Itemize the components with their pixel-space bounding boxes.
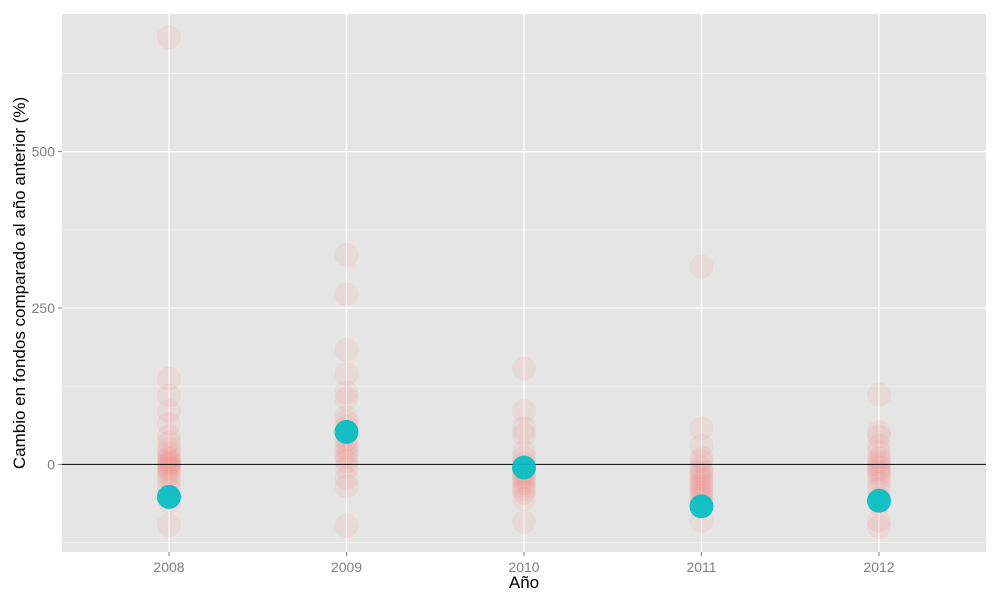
data-point (867, 514, 891, 539)
x-axis-title: Año (509, 573, 539, 592)
data-point (867, 455, 891, 480)
data-point (157, 25, 181, 50)
data-point (334, 380, 359, 405)
data-point (689, 416, 714, 441)
data-point (334, 337, 359, 362)
data-point (157, 466, 181, 491)
data-point (334, 455, 359, 480)
data-point (334, 361, 359, 386)
data-point (689, 464, 714, 489)
data-point (157, 366, 181, 391)
data-point (512, 509, 536, 534)
data-point (867, 471, 891, 496)
data-point (334, 386, 359, 411)
data-point (157, 449, 181, 474)
highlight-point (334, 419, 359, 444)
data-point (334, 466, 359, 491)
data-point (334, 441, 359, 466)
data-point (334, 474, 359, 499)
y-tick-label: 250 (32, 300, 56, 316)
data-point (867, 424, 891, 449)
data-point (689, 474, 714, 499)
data-point (157, 424, 181, 449)
data-point (689, 433, 714, 458)
highlight-point (689, 494, 714, 519)
data-point (157, 513, 181, 538)
highlight-point (867, 488, 891, 513)
data-point (512, 477, 536, 502)
x-tick-label: 2011 (686, 559, 716, 575)
data-point (689, 449, 714, 474)
data-point (157, 461, 181, 486)
data-point (157, 411, 181, 436)
data-point (867, 382, 891, 407)
data-point (334, 449, 359, 474)
data-point (334, 242, 359, 267)
data-point (157, 456, 181, 481)
data-point (157, 399, 181, 424)
data-point (157, 447, 181, 472)
x-tick-label: 2009 (331, 559, 362, 575)
data-point (689, 477, 714, 502)
data-point (867, 461, 891, 486)
data-point (334, 513, 359, 538)
y-tick-label: 0 (47, 456, 55, 472)
data-point (867, 449, 891, 474)
data-point (512, 416, 536, 441)
x-axis-ticks: 2008 2009 2010 2011 2012 (153, 552, 895, 575)
data-point (157, 454, 181, 479)
y-axis-title: Cambio en fondos comparado al año anteri… (10, 97, 29, 469)
x-tick-label: 2012 (863, 559, 894, 575)
x-tick-label: 2008 (153, 559, 184, 575)
data-point (512, 356, 536, 381)
data-point (689, 254, 714, 279)
x-tick-label: 2010 (508, 559, 539, 575)
data-point (157, 451, 181, 476)
highlight-point (157, 484, 181, 509)
data-point (689, 455, 714, 480)
data-point (867, 508, 891, 533)
data-point (867, 464, 891, 489)
data-point (512, 486, 536, 511)
data-point (334, 444, 359, 469)
data-point (689, 471, 714, 496)
data-point (157, 444, 181, 469)
data-point (157, 430, 181, 455)
y-axis-ticks: 0 250 500 (32, 144, 62, 472)
data-point (867, 439, 891, 464)
data-point (867, 419, 891, 444)
data-point (157, 436, 181, 461)
highlighted-points (157, 419, 891, 519)
data-point (689, 461, 714, 486)
data-point (157, 441, 181, 466)
data-point (512, 480, 536, 505)
data-point (867, 433, 891, 458)
data-point (512, 474, 536, 499)
data-point (334, 282, 359, 307)
data-points (157, 25, 891, 539)
data-point (334, 436, 359, 461)
data-point (512, 399, 536, 424)
data-point (157, 383, 181, 408)
data-point (512, 422, 536, 447)
data-point (689, 468, 714, 493)
y-tick-label: 500 (32, 144, 56, 160)
highlight-point (512, 455, 536, 480)
